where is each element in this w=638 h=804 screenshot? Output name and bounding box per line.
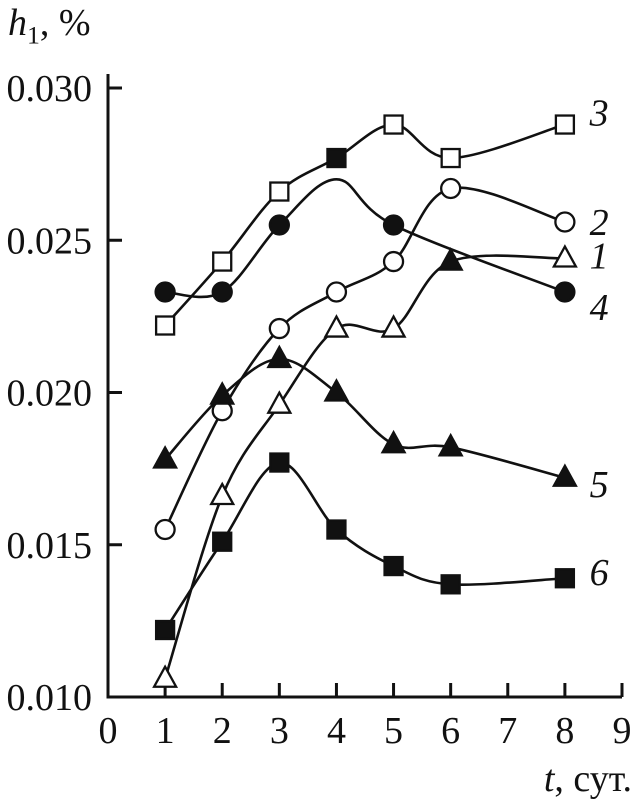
x-tick-label: 3: [270, 710, 289, 752]
y-axis-units: , %: [39, 2, 91, 44]
series-2-marker-circle-open: [440, 177, 462, 200]
series-1-marker-triangle-filled: [437, 247, 464, 271]
series-1-marker-triangle-open: [266, 390, 293, 414]
x-tick-label: 6: [441, 710, 460, 752]
series-5-marker-triangle-filled: [380, 429, 407, 454]
series-6-marker-square-filled: [269, 452, 290, 473]
y-tick-label: 0.010: [7, 677, 93, 719]
curve-label-6: 6: [590, 552, 609, 594]
series-6-marker-square-filled: [154, 619, 176, 641]
x-axis-units: , сут.: [554, 758, 632, 800]
series-3-marker-square-open: [554, 114, 576, 135]
x-axis-variable: t: [543, 758, 555, 800]
series-2-marker-circle-open: [554, 211, 576, 233]
y-axis-title: h1, %: [8, 2, 91, 48]
curve-label-4: 4: [590, 287, 609, 329]
series-3-marker-square-open: [440, 147, 461, 169]
series-4-marker-circle-filled: [268, 214, 290, 236]
series-1-line: [163, 254, 565, 680]
series-4-marker-circle-filled: [154, 281, 176, 303]
series-5-marker-triangle-filled: [323, 378, 350, 402]
axes: [106, 74, 624, 699]
series-5-marker-triangle-filled: [437, 432, 464, 457]
series-4-marker-circle-filled: [382, 214, 405, 236]
series-3-marker-square-open: [383, 114, 404, 135]
series-6-marker-square-filled: [440, 574, 461, 595]
series-6-marker-square-filled: [383, 555, 404, 577]
axis-lines: [106, 74, 622, 699]
x-tick-label: 1: [156, 710, 175, 752]
series-5-marker-triangle-filled: [266, 344, 293, 369]
x-tick-label: 0: [99, 710, 118, 752]
series-5-marker-triangle-filled: [209, 381, 236, 405]
series-2-marker-circle-open: [325, 281, 348, 303]
series-1-marker-triangle-open: [380, 314, 407, 338]
x-tick-label: 2: [213, 710, 232, 752]
x-tick-label: 4: [327, 710, 346, 752]
curve-label-3: 3: [589, 92, 609, 134]
series-4-marker-circle-filled: [211, 281, 233, 303]
x-tick-label: 7: [498, 710, 517, 752]
y-tick-label: 0.030: [7, 68, 93, 110]
curve-label-1: 1: [590, 235, 609, 277]
y-axis-subscript: 1: [27, 20, 40, 50]
series-2-marker-circle-open: [154, 518, 176, 541]
series-3-marker-square-open: [212, 251, 233, 272]
y-tick-label: 0.015: [7, 525, 93, 567]
series-1-marker-triangle-open: [152, 664, 179, 688]
series-6-marker-square-filled: [212, 531, 233, 552]
series-3-marker-square-open: [154, 315, 176, 336]
y-tick-label: 0.020: [7, 373, 93, 415]
series-4-marker-circle-filled: [554, 281, 576, 303]
curve-label-5: 5: [590, 464, 609, 506]
curve-label-2: 2: [590, 202, 609, 244]
series-5-marker-triangle-filled: [551, 463, 578, 487]
series-1-marker-triangle-open: [209, 481, 236, 506]
series-2-marker-circle-open: [382, 250, 405, 273]
x-axis-title: t, сут.: [544, 758, 632, 802]
x-tick-label: 8: [555, 710, 574, 752]
y-axis-variable: h: [8, 2, 27, 44]
series-2-marker-circle-open: [268, 317, 290, 340]
series-3-marker-square-filled: [326, 147, 347, 169]
series-1-marker-triangle-open: [323, 314, 350, 338]
y-tick-label: 0.025: [7, 220, 93, 262]
series-6-marker-square-filled: [326, 519, 347, 540]
x-tick-label: 9: [613, 710, 632, 752]
series-6-marker-square-filled: [554, 568, 576, 589]
series-5-marker-triangle-filled: [152, 445, 179, 469]
series-2-line: [163, 186, 566, 531]
x-tick-label: 5: [384, 710, 403, 752]
series-1-marker-triangle-open: [551, 244, 578, 268]
series-3-marker-square-open: [269, 181, 290, 202]
